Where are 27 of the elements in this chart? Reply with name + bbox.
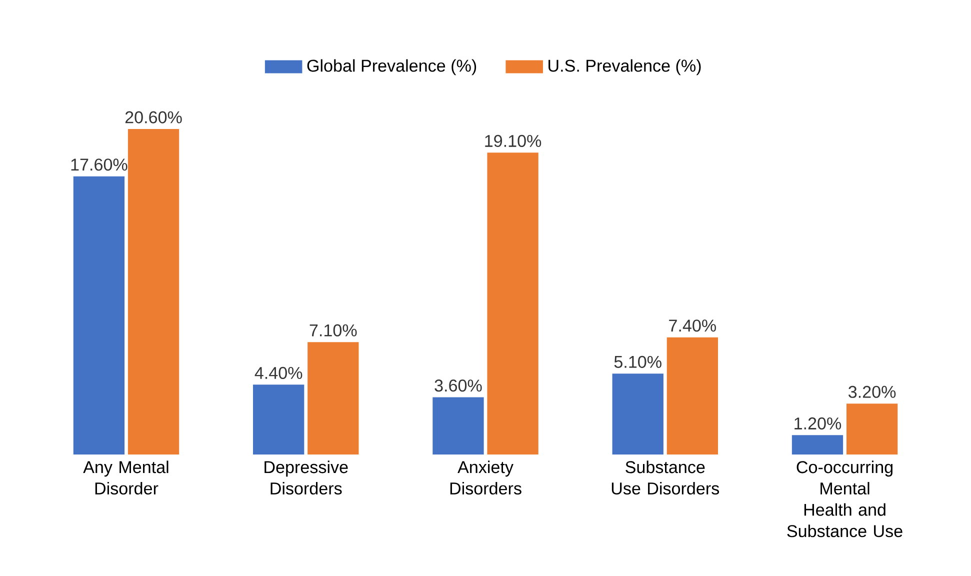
data-label: 20.60% bbox=[125, 111, 182, 124]
data-label: 7.40% bbox=[669, 320, 716, 332]
data-label: 19.10% bbox=[485, 134, 542, 148]
bar bbox=[666, 337, 718, 455]
data-label: 5.10% bbox=[614, 356, 662, 368]
x-tick-label: Any Mental Disorder bbox=[83, 460, 168, 495]
data-label: 3.20% bbox=[848, 386, 896, 398]
legend-label: U.S. Prevalence (%) bbox=[548, 59, 701, 76]
bar bbox=[487, 152, 538, 455]
bar bbox=[128, 129, 180, 455]
data-label: 3.60% bbox=[434, 380, 482, 392]
x-tick-label: Depressive Disorders bbox=[264, 460, 348, 495]
x-tick-label: Substance Use Disorders bbox=[612, 460, 720, 495]
x-tick-label: Anxiety Disorders bbox=[450, 460, 522, 495]
legend-label: Global Prevalence (%) bbox=[307, 59, 476, 76]
data-label: 1.20% bbox=[794, 417, 842, 430]
bar bbox=[612, 374, 664, 455]
bar bbox=[432, 397, 484, 455]
data-label: 17.60% bbox=[71, 158, 128, 171]
data-label: 4.40% bbox=[254, 366, 302, 380]
x-tick-label: Co-occurring Mental Health and Substance Use bbox=[787, 460, 902, 538]
bar bbox=[308, 342, 359, 455]
bar bbox=[846, 404, 898, 455]
bar bbox=[253, 384, 304, 455]
bar bbox=[73, 176, 125, 455]
data-label: 7.10% bbox=[310, 324, 357, 336]
bar bbox=[792, 435, 844, 455]
